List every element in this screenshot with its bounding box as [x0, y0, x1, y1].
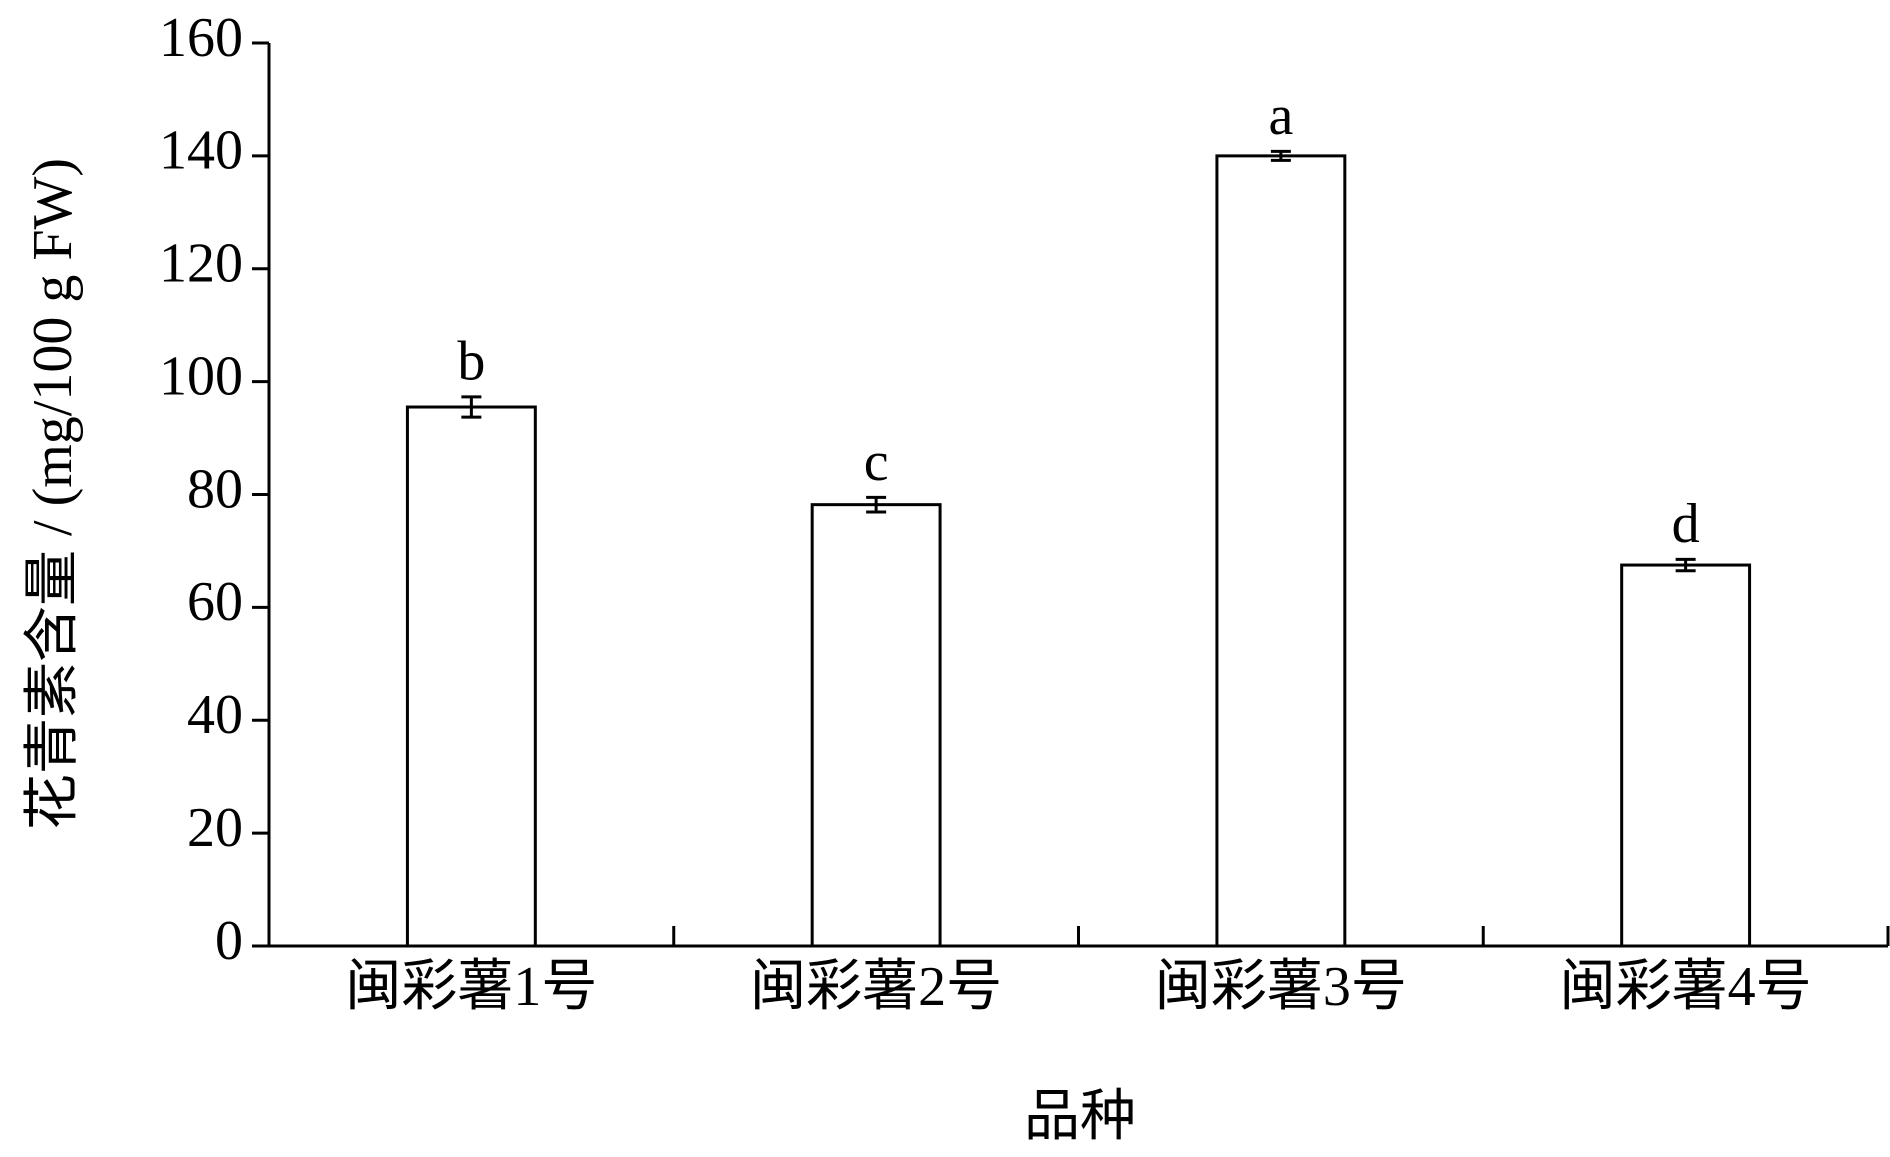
- error-bar: [461, 395, 482, 419]
- x-axis-label: 品种: [1024, 1086, 1136, 1148]
- y-axis-label: 花青素含量 / (mg/100 g FW): [22, 158, 84, 830]
- y-tick-label: 80: [187, 458, 243, 520]
- significance-label: a: [1268, 85, 1293, 147]
- y-tick-label: 120: [159, 233, 243, 295]
- bar: [1620, 563, 1752, 948]
- y-tick-label: 0: [215, 910, 243, 972]
- error-bar: [1675, 557, 1696, 573]
- error-bar: [1270, 149, 1291, 162]
- error-bar: [866, 495, 887, 514]
- bar: [810, 503, 942, 948]
- y-tick-label: 140: [159, 120, 243, 182]
- bar: [405, 405, 537, 948]
- x-tick-label: 闽彩薯2号: [750, 956, 1002, 1018]
- significance-label: c: [864, 431, 889, 493]
- y-tick-label: 60: [187, 571, 243, 633]
- y-tick-label: 160: [159, 7, 243, 69]
- significance-label: d: [1672, 493, 1700, 555]
- significance-label: b: [457, 331, 485, 393]
- x-tick-label: 闽彩薯1号: [345, 956, 597, 1018]
- bar: [1215, 154, 1347, 948]
- x-tick-label: 闽彩薯4号: [1560, 956, 1812, 1018]
- y-tick-label: 40: [187, 684, 243, 746]
- x-tick-label: 闽彩薯3号: [1155, 956, 1407, 1018]
- y-tick-label: 20: [187, 797, 243, 859]
- y-tick-label: 100: [159, 345, 243, 407]
